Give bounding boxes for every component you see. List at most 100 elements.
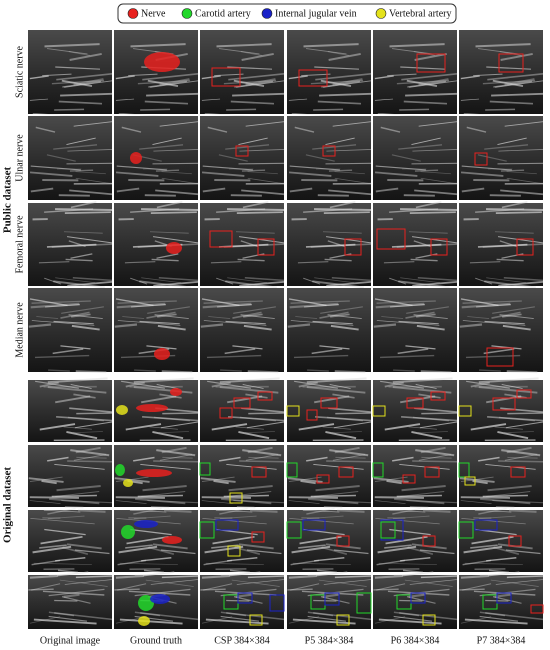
- tissue-streak: [62, 546, 89, 556]
- tissue-streak: [59, 579, 108, 587]
- tissue-streak: [310, 494, 356, 498]
- tissue-streak: [497, 430, 529, 440]
- tissue-streak: [299, 535, 342, 545]
- tissue-streak: [415, 201, 442, 209]
- ultrasound-image: [200, 377, 285, 442]
- tissue-streak: [31, 300, 91, 304]
- tissue-streak: [332, 454, 366, 461]
- tissue-streak: [159, 121, 199, 127]
- ultrasound-image: [28, 116, 113, 200]
- legend-swatch: [127, 8, 139, 19]
- tissue-streak: [389, 43, 445, 48]
- tissue-streak: [115, 500, 147, 504]
- tissue-streak: [117, 559, 147, 566]
- tissue-streak: [326, 148, 372, 152]
- tissue-streak: [53, 320, 94, 325]
- tissue-streak: [507, 412, 544, 415]
- tissue-streak: [202, 302, 252, 309]
- tissue-streak: [331, 431, 362, 433]
- tissue-streak: [147, 306, 190, 314]
- tissue-streak: [398, 320, 439, 325]
- tissue-streak: [317, 100, 362, 105]
- tissue-streak: [235, 426, 264, 430]
- tissue-streak: [399, 108, 430, 111]
- tissue-streak: [375, 518, 440, 525]
- tissue-streak: [153, 460, 199, 463]
- detection-box: [286, 462, 298, 478]
- tissue-streak: [288, 298, 327, 307]
- tissue-streak: [327, 51, 349, 57]
- tissue-streak: [320, 499, 372, 504]
- tissue-streak: [152, 543, 188, 550]
- tissue-streak: [459, 477, 495, 483]
- detection-box: [498, 53, 524, 73]
- detection-box: [215, 519, 239, 531]
- ground-truth-region: [115, 464, 125, 476]
- detection-box: [380, 521, 396, 539]
- tissue-streak: [412, 148, 458, 152]
- tissue-streak: [205, 618, 269, 625]
- tissue-streak: [69, 52, 102, 61]
- tissue-streak: [236, 506, 256, 509]
- ultrasound-image: [28, 30, 113, 118]
- tissue-streak: [76, 456, 107, 459]
- tissue-streak: [72, 431, 103, 433]
- tissue-streak: [289, 302, 339, 309]
- tissue-streak: [74, 421, 113, 429]
- tissue-streak: [334, 370, 366, 374]
- tissue-streak: [411, 162, 458, 165]
- tissue-streak: [228, 485, 273, 492]
- tissue-streak: [323, 579, 371, 585]
- detection-box: [410, 592, 426, 604]
- tissue-streak: [305, 154, 335, 162]
- tissue-streak: [486, 556, 517, 562]
- tissue-streak: [130, 528, 172, 536]
- tissue-streak: [241, 189, 285, 196]
- tissue-streak: [313, 464, 364, 470]
- tissue-streak: [64, 211, 111, 214]
- legend-label: Carotid artery: [195, 8, 251, 19]
- tissue-streak: [411, 137, 441, 146]
- tissue-streak: [31, 320, 95, 326]
- tissue-streak: [133, 386, 193, 394]
- tissue-streak: [227, 277, 268, 284]
- tissue-streak: [202, 518, 267, 525]
- tissue-streak: [311, 348, 343, 355]
- tissue-streak: [116, 302, 166, 309]
- tissue-streak: [314, 277, 355, 284]
- tissue-streak: [125, 544, 153, 549]
- ultrasound-image: [114, 377, 199, 442]
- tissue-streak: [459, 323, 483, 328]
- tissue-streak: [64, 506, 84, 509]
- tissue-streak: [135, 498, 186, 505]
- ultrasound-image: [373, 201, 458, 289]
- image-background: [459, 510, 543, 572]
- tissue-streak: [67, 416, 104, 422]
- image-background: [28, 116, 112, 200]
- ultrasound-image: [114, 30, 199, 118]
- tissue-streak: [115, 98, 135, 101]
- tissue-streak: [201, 616, 233, 624]
- detection-box: [249, 614, 263, 626]
- tissue-streak: [500, 189, 544, 196]
- ground-truth-region: [166, 242, 182, 254]
- tissue-streak: [47, 386, 107, 394]
- tissue-streak: [63, 426, 92, 430]
- ultrasound-image: [373, 288, 457, 374]
- tissue-streak: [240, 240, 258, 248]
- column-label: Ground truth: [130, 635, 182, 646]
- tissue-streak: [238, 137, 268, 146]
- tissue-streak: [233, 79, 265, 88]
- detection-box: [430, 238, 448, 256]
- tissue-streak: [460, 75, 480, 80]
- tissue-streak: [229, 571, 261, 577]
- tissue-streak: [474, 509, 512, 513]
- image-background: [28, 510, 112, 572]
- detection-box: [458, 405, 472, 417]
- tissue-streak: [400, 395, 436, 404]
- ultrasound-image: [114, 288, 198, 374]
- detection-box: [257, 238, 275, 256]
- tissue-streak: [152, 236, 199, 244]
- tissue-streak: [129, 509, 167, 513]
- tissue-streak: [312, 320, 353, 325]
